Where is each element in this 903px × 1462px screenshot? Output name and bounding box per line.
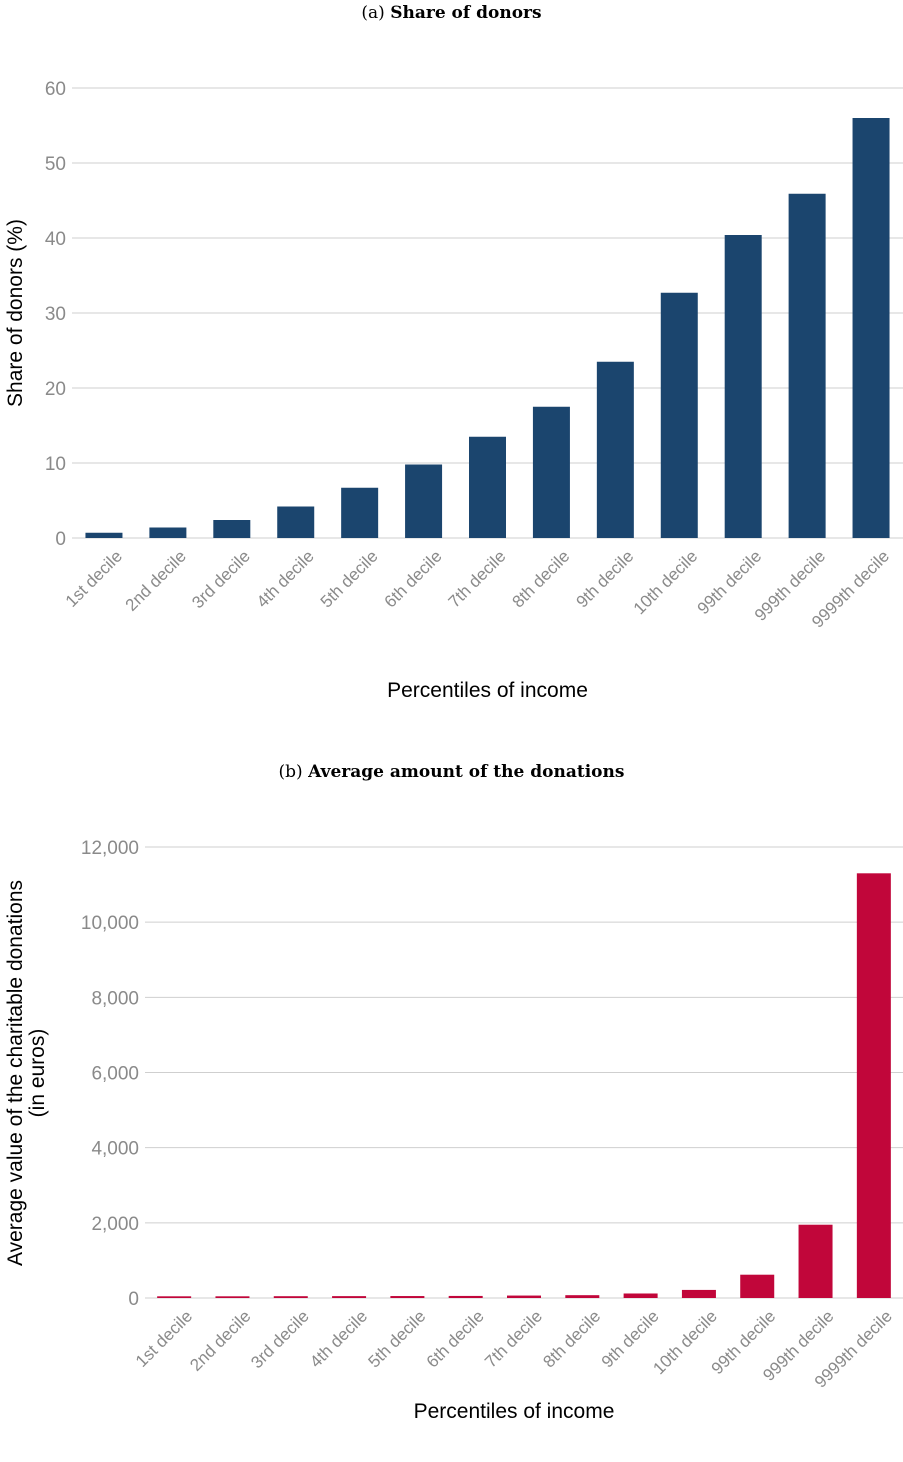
panel-label: (b) (278, 762, 303, 782)
y-tick-label: 60 (45, 79, 66, 100)
bar (660, 292, 698, 538)
bar (681, 1289, 716, 1298)
bar (856, 873, 891, 1298)
y-tick-label: 50 (45, 154, 66, 175)
bar (565, 1295, 600, 1298)
x-tick-label: 4th decile (253, 547, 318, 612)
bar (788, 193, 826, 538)
y-tick-label: 20 (45, 379, 66, 400)
panel-label: (a) (361, 3, 385, 23)
chart-panel-average-amount: (b) Average amount of the donations 0 2,0… (0, 760, 903, 1462)
bar (277, 506, 315, 538)
y-axis-title: Share of donors (%) (4, 219, 27, 407)
y-tick-label: 0 (128, 1289, 139, 1310)
x-tick-label: 7th decile (481, 1307, 546, 1372)
bar (852, 118, 890, 538)
y-tick-label: 40 (45, 229, 66, 250)
bar (149, 527, 187, 538)
y-tick-label: 4,000 (91, 1139, 139, 1160)
bar (532, 406, 570, 538)
bar (332, 1296, 367, 1298)
x-tick-label: 10th decile (630, 547, 702, 619)
title-text: Average amount of the donations (308, 762, 625, 782)
x-tick-label: 5th decile (317, 547, 382, 612)
bar (215, 1296, 250, 1298)
y-tick-label: 10,000 (81, 913, 139, 934)
x-tick-label: 7th decile (445, 547, 510, 612)
y-tick-label: 8,000 (91, 988, 139, 1009)
chart-title: (a) Share of donors (0, 3, 903, 23)
bar (85, 532, 123, 538)
x-tick-label: 3rd decile (188, 547, 254, 613)
x-axis-title: Percentiles of income (387, 679, 588, 702)
bar (405, 464, 443, 538)
y-tick-label: 12,000 (81, 838, 139, 859)
chart-title: (b) Average amount of the donations (0, 762, 903, 782)
y-tick-label: 0 (55, 529, 66, 550)
chart-panel-share-of-donors: (a) Share of donors 0 10 20 30 40 50 60 1st dec… (0, 0, 903, 730)
x-tick-label: 3rd decile (247, 1307, 313, 1373)
y-tick-label: 6,000 (91, 1064, 139, 1085)
y-axis-title: Average value of the charitable donation… (4, 880, 27, 1266)
bar (213, 520, 251, 538)
bar (724, 235, 762, 538)
bar (798, 1224, 833, 1298)
bar (273, 1296, 308, 1298)
x-tick-label: 8th decile (509, 547, 574, 612)
bar (448, 1295, 483, 1298)
y-tick-label: 2,000 (91, 1214, 139, 1235)
bar (596, 361, 634, 538)
x-tick-label: 2nd decile (122, 547, 190, 615)
bar (623, 1293, 658, 1298)
y-tick-label: 30 (45, 304, 66, 325)
x-tick-label: 6th decile (381, 547, 446, 612)
x-tick-label: 5th decile (365, 1307, 430, 1372)
bar (157, 1296, 192, 1298)
bar (341, 487, 379, 538)
title-text: Share of donors (390, 3, 542, 23)
bar (740, 1274, 775, 1298)
bar (469, 436, 506, 538)
x-tick-label: 9th decile (572, 547, 637, 612)
x-axis-title: Percentiles of income (414, 1400, 615, 1423)
x-tick-label: 2nd decile (186, 1307, 254, 1375)
bar (507, 1295, 541, 1298)
y-tick-label: 10 (45, 454, 66, 475)
x-tick-label: 8th decile (539, 1307, 604, 1372)
bar (390, 1296, 425, 1298)
x-tick-label: 6th decile (423, 1307, 488, 1372)
x-tick-label: 1st decile (62, 547, 126, 611)
y-axis-title: (in euros) (26, 1029, 49, 1118)
x-tick-label: 4th decile (306, 1307, 371, 1372)
